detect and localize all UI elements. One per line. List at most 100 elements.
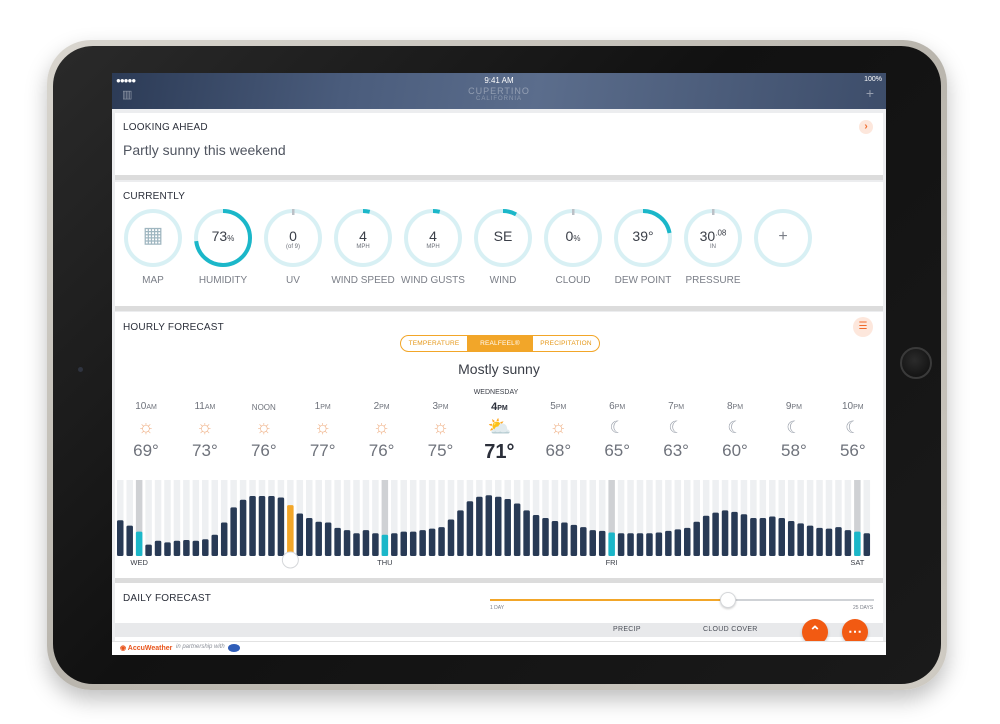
hour-column[interactable]: 4PM ⛅ 71° (474, 401, 524, 464)
hourly-bar[interactable] (239, 499, 247, 556)
hourly-bar[interactable] (485, 495, 493, 556)
gauge-humidity[interactable]: 73% (193, 208, 253, 268)
hour-column[interactable]: NOON ☼ 76° (239, 401, 289, 461)
hour-column[interactable]: 10AM ☼ 69° (121, 401, 171, 461)
hourly-bar[interactable] (391, 533, 398, 556)
hourly-bar[interactable] (863, 533, 871, 556)
hourly-bar[interactable] (277, 497, 285, 556)
hourly-bar[interactable] (173, 540, 181, 556)
hourly-bar[interactable] (806, 525, 814, 556)
hour-column[interactable]: 10PM ☾ 56° (828, 401, 878, 461)
hourly-bar[interactable] (457, 510, 464, 556)
hourly-bar[interactable] (589, 530, 597, 556)
hourly-bar[interactable] (230, 507, 237, 556)
hourly-bar[interactable] (702, 515, 710, 556)
hourly-bar[interactable] (778, 518, 786, 556)
hourly-bar[interactable] (513, 503, 521, 556)
hourly-bar[interactable] (712, 512, 719, 556)
hourly-bar[interactable] (750, 518, 757, 556)
hourly-bar[interactable] (362, 530, 370, 556)
gauge-map[interactable]: ▦ (123, 208, 183, 268)
hourly-bar[interactable] (816, 527, 823, 556)
gauge-dew-point[interactable]: 39° (613, 208, 673, 268)
hourly-bar[interactable] (570, 524, 578, 556)
hourly-bar[interactable] (674, 529, 682, 556)
hour-column[interactable]: 7PM ☾ 63° (651, 401, 701, 461)
hourly-bar[interactable] (825, 528, 833, 556)
hourly-bar[interactable] (523, 510, 530, 556)
hourly-bar[interactable] (400, 531, 408, 556)
gauge-add-metric[interactable]: + (753, 208, 813, 268)
hourly-bar[interactable] (258, 495, 266, 556)
gauge-uv[interactable]: 0 (of 9) (263, 208, 323, 268)
hourly-bar[interactable] (306, 518, 313, 556)
hourly-bar[interactable] (164, 542, 171, 556)
hourly-bar[interactable] (419, 530, 426, 556)
hourly-bar[interactable] (769, 516, 776, 556)
hour-column[interactable]: 6PM ☾ 65° (592, 401, 642, 461)
gauge-pressure[interactable]: 30.08 IN (683, 208, 743, 268)
hourly-bar[interactable] (296, 513, 304, 556)
hourly-bar[interactable] (343, 530, 351, 556)
chevron-right-icon[interactable]: › (859, 120, 873, 134)
hour-scrubber-handle[interactable] (281, 551, 299, 569)
hourly-bar[interactable] (428, 528, 436, 556)
hourly-bar[interactable] (504, 499, 511, 556)
hourly-bar[interactable] (693, 521, 700, 556)
hourly-bar[interactable] (154, 540, 162, 556)
hourly-bar[interactable] (211, 534, 219, 556)
hourly-bar[interactable] (721, 510, 729, 556)
hourly-bar[interactable] (731, 511, 738, 556)
hourly-bar[interactable] (617, 533, 625, 556)
hourly-bar[interactable] (684, 527, 691, 556)
hourly-bar[interactable] (532, 514, 540, 556)
hourly-bar[interactable] (561, 522, 568, 556)
hourly-bar[interactable] (409, 531, 417, 556)
hourly-bar[interactable] (438, 527, 445, 556)
hourly-bar-chart[interactable] (115, 480, 883, 570)
hour-column[interactable]: 3PM ☼ 75° (416, 401, 466, 461)
hourly-bar[interactable] (447, 519, 455, 556)
days-slider-handle[interactable] (720, 592, 737, 608)
hourly-bar[interactable] (542, 518, 549, 556)
hour-column[interactable]: 5PM ☼ 68° (533, 401, 583, 461)
hour-column[interactable]: 1PM ☼ 77° (298, 401, 348, 461)
hourly-bar[interactable] (759, 518, 767, 556)
hour-column[interactable]: 9PM ☾ 58° (769, 401, 819, 461)
hourly-bar[interactable] (117, 520, 124, 556)
hourly-bar[interactable] (787, 521, 795, 556)
hourly-bar[interactable] (608, 532, 615, 556)
gauge-wind-speed[interactable]: 4 MPH (333, 208, 393, 268)
hourly-bar[interactable] (476, 496, 483, 556)
hourly-bar[interactable] (315, 521, 322, 556)
tab-realfeel[interactable]: REALFEEL® (467, 336, 533, 351)
hourly-bar[interactable] (324, 522, 332, 556)
hourly-bar[interactable] (495, 496, 502, 556)
hourly-bar[interactable] (220, 522, 228, 556)
hourly-bar[interactable] (636, 533, 644, 556)
hourly-bar[interactable] (665, 530, 672, 556)
hourly-bar[interactable] (372, 533, 379, 556)
scroll-up-button[interactable]: ⌃ (802, 619, 828, 645)
hourly-bar[interactable] (854, 531, 861, 556)
more-options-button[interactable]: ⋯ (842, 619, 868, 645)
hourly-bar[interactable] (627, 533, 634, 556)
hourly-bar[interactable] (126, 525, 133, 556)
hourly-bar[interactable] (598, 530, 606, 556)
tab-precipitation[interactable]: PRECIPITATION (540, 340, 592, 347)
hourly-bar[interactable] (268, 495, 275, 556)
hourly-bar[interactable] (353, 533, 360, 556)
hourly-bar[interactable] (183, 540, 190, 556)
hourly-bar[interactable] (646, 533, 653, 556)
hourly-bar[interactable] (287, 505, 294, 556)
hourly-bar[interactable] (466, 501, 474, 556)
hourly-bar[interactable] (145, 544, 152, 556)
hourly-bar[interactable] (192, 540, 200, 556)
hourly-bar[interactable] (740, 514, 748, 556)
hourly-bar[interactable] (655, 532, 663, 556)
locations-menu-icon[interactable]: ▥ (122, 89, 133, 101)
hourly-bar[interactable] (551, 521, 559, 556)
list-view-icon[interactable]: ☰ (853, 317, 873, 337)
hourly-bar[interactable] (135, 531, 143, 556)
home-button[interactable] (900, 347, 932, 379)
